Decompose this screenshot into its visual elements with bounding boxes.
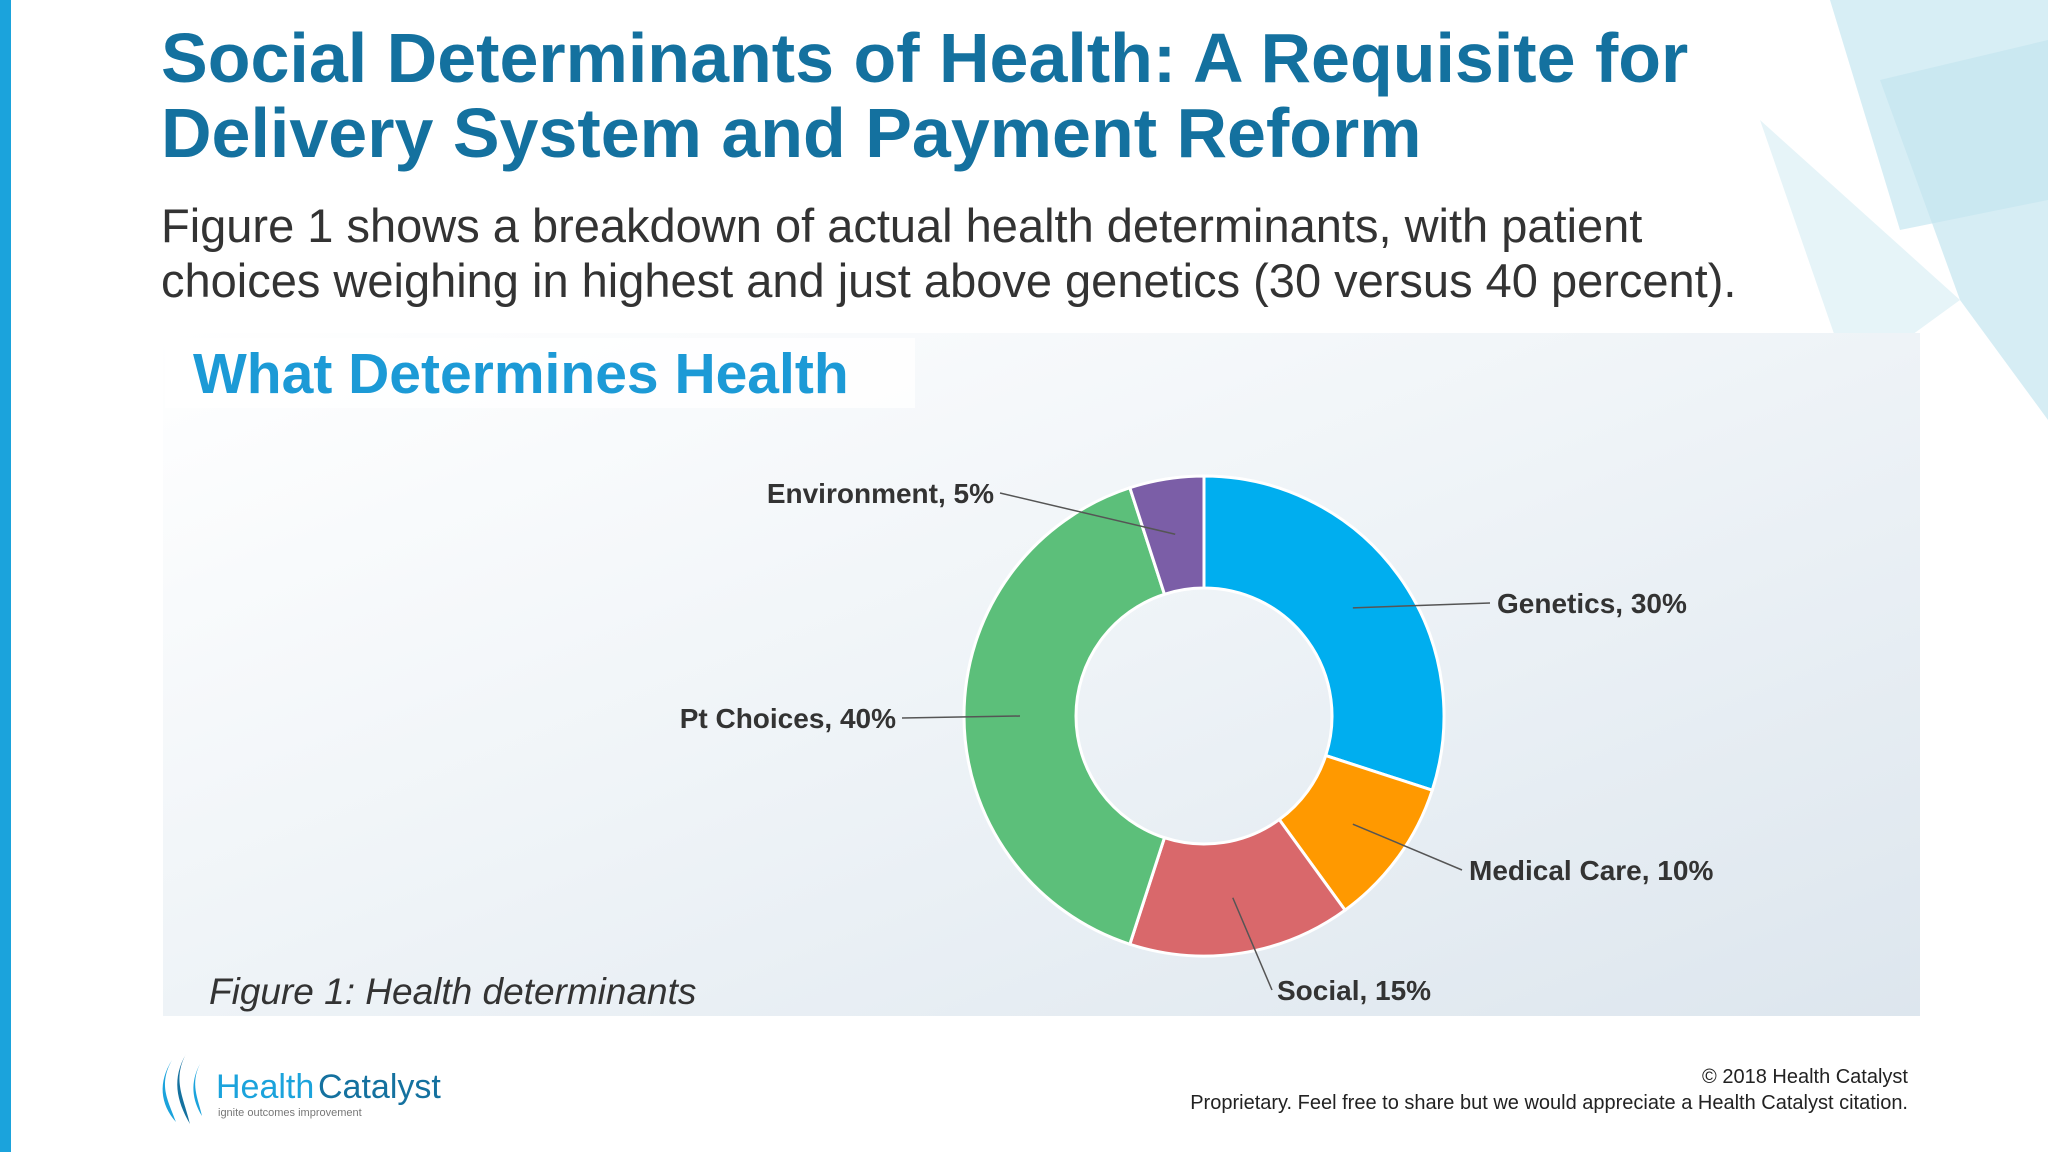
- logo-flame: [177, 1054, 190, 1124]
- decor: [1760, 120, 1960, 380]
- donut-slice: [1127, 817, 1348, 958]
- chart-title: What Determines Health: [193, 342, 849, 406]
- leader-line: [901, 715, 1021, 719]
- title: Delivery System and Payment Reform: [161, 94, 1422, 172]
- chart-title-bg: [165, 338, 915, 408]
- left-bar: [0, 0, 11, 1152]
- leader-line: [1352, 602, 1491, 609]
- donut-slice: [962, 485, 1167, 947]
- logo-tagline: ignite outcomes improvement: [218, 1107, 362, 1119]
- logo-name: Catalyst: [318, 1068, 441, 1106]
- body-text: choices weighing in highest and just abo…: [161, 254, 1736, 307]
- data-label: Pt Choices, 40%: [680, 703, 896, 734]
- logo: Health Catalyst ignite outcomes improvem…: [162, 1054, 441, 1124]
- logo-flame: [162, 1060, 176, 1122]
- title: Social Determinants of Health: A Requisi…: [161, 19, 1688, 97]
- leader-line: [1352, 823, 1463, 871]
- footer: © 2018 Health Catalyst: [1702, 1066, 1908, 1088]
- logo-flame: [193, 1064, 202, 1116]
- logo-name: Health: [216, 1068, 314, 1106]
- body-text: Figure 1 shows a breakdown of actual hea…: [161, 199, 1642, 252]
- leader-line: [1232, 897, 1273, 991]
- data-label: Medical Care, 10%: [1469, 855, 1713, 886]
- data-label: Environment, 5%: [767, 478, 994, 509]
- leader-line: [999, 492, 1176, 535]
- donut-slice: [1127, 474, 1206, 597]
- data-label: Social, 15%: [1277, 975, 1431, 1006]
- donut-chart: Genetics, 30% Medical Care, 10% Social, 15…: [680, 474, 1713, 1006]
- decor: [1880, 40, 2048, 420]
- caption: Figure 1: Health determinants: [209, 971, 696, 1012]
- footer: Proprietary. Feel free to share but we w…: [1190, 1092, 1908, 1114]
- donut-slice: [1202, 474, 1446, 793]
- data-label: Genetics, 30%: [1497, 588, 1687, 619]
